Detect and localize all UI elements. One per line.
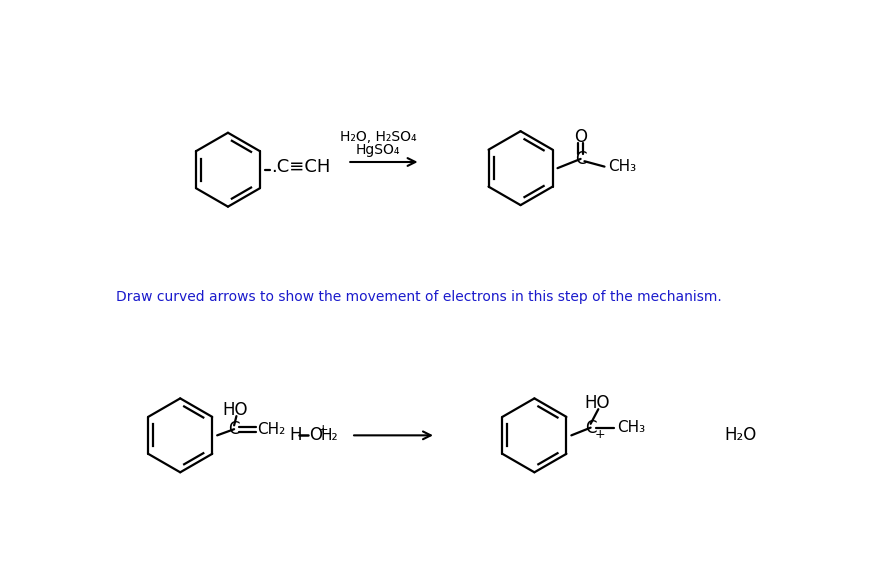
Text: HO: HO	[222, 401, 248, 419]
Text: +: +	[318, 423, 329, 436]
Text: H: H	[289, 426, 302, 444]
Text: H₂: H₂	[320, 428, 338, 443]
Text: .C≡CH: .C≡CH	[271, 158, 331, 176]
Text: H₂O, H₂SO₄: H₂O, H₂SO₄	[340, 130, 416, 144]
Text: C: C	[585, 419, 596, 437]
Text: C: C	[575, 150, 587, 168]
Text: +: +	[594, 428, 605, 441]
Text: HgSO₄: HgSO₄	[355, 143, 400, 157]
Text: C: C	[228, 420, 240, 438]
Text: HO: HO	[585, 394, 610, 412]
Text: O: O	[310, 426, 323, 444]
Text: CH₃: CH₃	[617, 420, 646, 435]
Text: CH₂: CH₂	[258, 422, 286, 437]
Text: CH₃: CH₃	[609, 159, 637, 174]
Text: Draw curved arrows to show the movement of electrons in this step of the mechani: Draw curved arrows to show the movement …	[116, 290, 722, 304]
Text: O: O	[574, 128, 587, 146]
Text: H₂O: H₂O	[725, 426, 757, 444]
